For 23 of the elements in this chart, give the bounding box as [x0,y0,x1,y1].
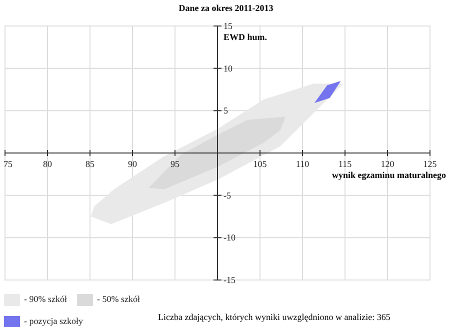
x-tick-label: 115 [338,159,352,169]
chart-title: Dane za okres 2011-2013 [178,3,274,13]
text: Liczba zdających, których wyniki uwzględniono w analizie: 365 [158,312,390,322]
x-axis-title: wynik egzaminu maturalnego [332,170,446,180]
y-tick-label: 15 [224,21,233,31]
x-tick-label: 90 [128,159,138,169]
y-tick-label: -5 [224,190,232,200]
y-tick-label: -10 [224,232,236,243]
x-tick-label: 95 [170,159,180,169]
y-tick-label: 5 [224,106,228,116]
legend-label: - 50% szkół [97,294,140,304]
y-tick-label: -15 [224,275,236,285]
y-tick-label: 10 [224,63,233,74]
x-tick-label: 105 [253,159,268,169]
x-tick-label: 110 [296,159,310,169]
x-tick-label: 120 [380,159,395,169]
x-tick-label: 85 [86,159,95,169]
legend-label: - pozycja szkoły [24,316,83,326]
x-tick-label: 75 [4,159,13,169]
x-tick-label: 80 [43,159,52,169]
x-tick-label: 125 [423,159,438,169]
legend-label: - 90% szkół [24,294,67,304]
y-axis-title: EWD hum. [224,32,268,42]
